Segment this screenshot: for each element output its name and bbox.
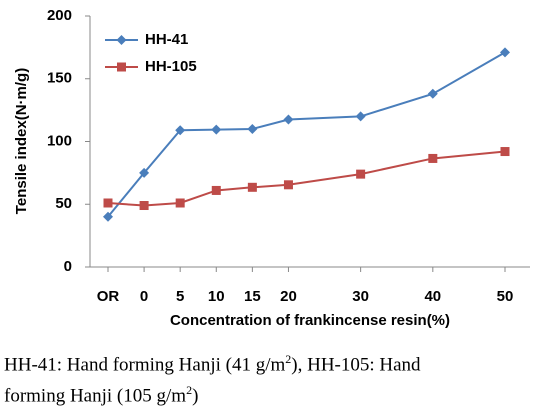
marker (139, 167, 150, 178)
y-axis-title: Tensile index(N·m/g) (13, 68, 30, 214)
caption-text: ) (192, 385, 199, 407)
x-axis-title: Concentration of frankincense resin(%) (170, 312, 450, 329)
y-tick-label: 100 (47, 132, 72, 149)
y-tick-label: 0 (64, 258, 72, 275)
marker (211, 185, 221, 195)
marker (175, 198, 185, 208)
marker (283, 114, 294, 125)
caption-line: forming Hanji (105 g/m2) (4, 383, 198, 407)
marker (428, 153, 438, 163)
x-tick-label: 50 (497, 288, 514, 305)
caption-line: HH-41: Hand forming Hanji (41 g/m2), HH-… (4, 352, 421, 376)
marker (175, 125, 186, 136)
x-tick-label: 10 (208, 288, 225, 305)
series-line (107, 150, 506, 207)
x-tick-label: 20 (280, 288, 297, 305)
marker (117, 62, 126, 72)
caption-sup: 2 (186, 383, 193, 397)
x-tick-label: 15 (244, 288, 261, 305)
caption-text: ), HH-105: Hand (291, 354, 421, 376)
chart: Tensile index(N·m/g) Concentration of fr… (13, 7, 530, 329)
x-tick-label: 30 (352, 288, 369, 305)
y-tick-label: 200 (47, 7, 72, 24)
marker (116, 35, 127, 45)
series-line (107, 51, 506, 218)
x-tick-label: OR (97, 288, 120, 305)
caption-sup: 2 (285, 352, 292, 366)
x-tick-label: 40 (424, 288, 441, 305)
marker (211, 124, 222, 135)
marker (103, 198, 113, 208)
marker (139, 201, 149, 211)
x-tick-label: 0 (140, 288, 148, 305)
marker (427, 88, 438, 99)
marker (247, 182, 257, 192)
legend-label: HH-41 (145, 31, 188, 48)
y-tick-label: 50 (55, 195, 72, 212)
marker (356, 169, 366, 179)
x-tick-label: 5 (176, 288, 184, 305)
marker (103, 211, 113, 222)
marker (500, 147, 510, 157)
legend-label: HH-105 (145, 58, 197, 75)
caption-text: HH-41: Hand forming Hanji (41 g/m (4, 354, 286, 376)
marker (283, 180, 293, 190)
marker (247, 123, 258, 134)
caption-text: forming Hanji (105 g/m (4, 385, 187, 407)
y-tick-label: 150 (47, 70, 72, 87)
marker (500, 47, 510, 58)
marker (355, 111, 366, 122)
